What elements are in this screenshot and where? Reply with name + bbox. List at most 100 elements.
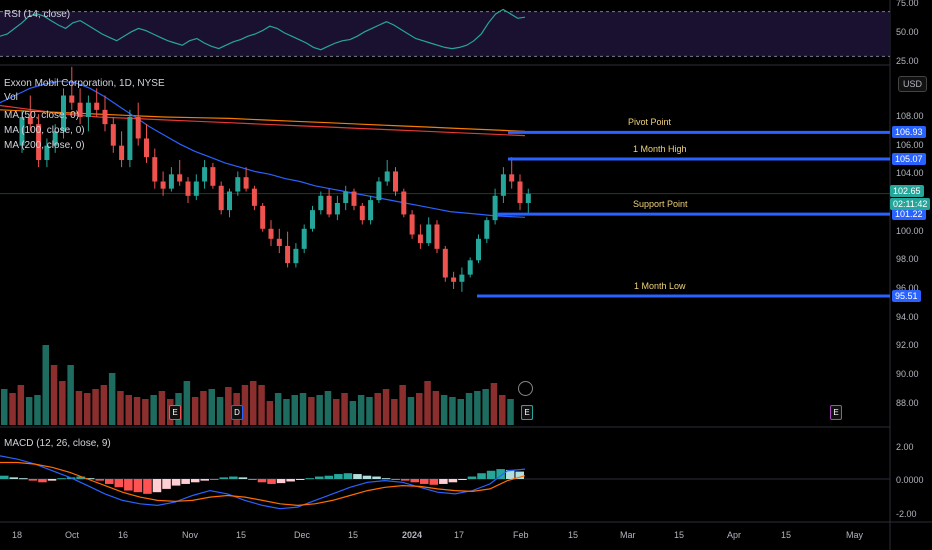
price-tick: 92.00 <box>896 340 919 351</box>
volume-bar <box>299 393 307 425</box>
macd-histogram-bar <box>76 476 85 479</box>
macd-histogram-bar <box>286 479 295 482</box>
time-tick: 16 <box>118 530 129 540</box>
legend-ma50[interactable]: MA (50, close, 0) <box>4 110 80 121</box>
candle-body <box>426 224 432 244</box>
rsi-tick-25: 25.00 <box>896 56 919 66</box>
time-tick: 15 <box>568 530 579 540</box>
volume-bar <box>474 391 481 425</box>
countdown-tag: 02:11:42 <box>890 198 931 210</box>
time-tick: Mar <box>620 530 636 540</box>
candle-body <box>268 228 274 239</box>
currency-button[interactable]: USD <box>898 76 928 92</box>
macd-histogram-bar <box>458 479 467 480</box>
macd-tick-2: 2.00 <box>896 442 914 452</box>
candle-body <box>467 260 473 275</box>
volume-bar <box>225 387 232 425</box>
candle-body <box>434 224 440 249</box>
legend-ma200[interactable]: MA (200, close, 0) <box>4 140 85 151</box>
macd-histogram-bar <box>486 470 496 479</box>
ma50-line <box>0 80 526 218</box>
volume-bar <box>125 395 132 425</box>
volume-bar <box>374 393 381 425</box>
volume-bar <box>399 385 406 425</box>
macd-histogram-bar <box>124 479 133 491</box>
macd-histogram-bar <box>315 476 324 479</box>
macd-histogram-bar <box>19 478 28 480</box>
candle-body <box>36 124 42 160</box>
macd-histogram-bar <box>496 469 505 479</box>
candle-body <box>484 220 490 239</box>
volume-bar <box>1 389 8 425</box>
time-tick: 17 <box>454 530 465 540</box>
volume-bar <box>183 381 191 425</box>
macd-histogram-bar <box>267 479 276 484</box>
level-price-tag: 95.51 <box>892 289 921 302</box>
level-price-tag: 101.22 <box>892 208 926 221</box>
macd-histogram-bar <box>238 477 248 479</box>
candle-body <box>417 234 423 244</box>
lightning-icon[interactable] <box>518 381 533 396</box>
candle-body <box>500 174 506 196</box>
rsi-tick-50: 50.00 <box>896 27 919 37</box>
candle-body <box>127 117 133 160</box>
legend-ma100[interactable]: MA (100, close, 0) <box>4 125 85 136</box>
legend-vol[interactable]: Vol <box>4 92 18 103</box>
candle-body <box>19 117 25 146</box>
candle-body <box>318 195 324 211</box>
candle-body <box>260 205 266 229</box>
macd-title: MACD (12, 26, close, 9) <box>4 438 111 449</box>
candle-body <box>185 181 191 196</box>
volume-bar <box>92 389 99 425</box>
macd-histogram-bar <box>505 469 515 479</box>
candle-body <box>326 195 332 215</box>
earnings-event-icon[interactable]: E <box>521 405 533 420</box>
price-tick: 96.00 <box>896 282 919 293</box>
rsi-line <box>0 8 526 51</box>
time-tick: 15 <box>348 530 359 540</box>
macd-histogram-bar <box>257 479 267 483</box>
macd-histogram-bar <box>276 479 286 484</box>
volume-bar <box>84 393 91 425</box>
macd-histogram-bar <box>381 478 391 480</box>
macd-histogram-bar <box>448 479 458 483</box>
earnings-event-icon[interactable]: E <box>169 405 181 420</box>
macd-histogram-bar <box>305 478 314 480</box>
earnings-event-icon[interactable]: D <box>231 405 243 420</box>
macd-histogram-bar <box>28 479 38 481</box>
macd-histogram-bar <box>334 474 343 479</box>
level-label: 1 Month High <box>633 143 687 154</box>
macd-histogram-bar <box>439 479 448 484</box>
rsi-tick-75: 75.00 <box>896 0 919 8</box>
candle-body <box>168 174 174 189</box>
candle-body <box>384 171 390 182</box>
last-price-tag: 102.65 <box>890 185 924 197</box>
price-tick: 108.00 <box>896 111 924 121</box>
volume-bar <box>366 397 373 425</box>
volume-bar <box>25 397 33 425</box>
time-tick: 15 <box>674 530 685 540</box>
price-tick: 90.00 <box>896 368 919 379</box>
volume-bar <box>490 383 498 425</box>
candle-body <box>218 185 224 211</box>
candle-body <box>459 274 465 282</box>
level-price-tag: 105.07 <box>892 152 926 165</box>
candle-body <box>61 95 66 132</box>
level-label: Pivot Point <box>628 117 672 128</box>
symbol-title[interactable]: Exxon Mobil Corporation, 1D, NYSE <box>4 78 165 89</box>
candle-body <box>227 191 232 211</box>
price-tick: 106.00 <box>896 139 924 150</box>
candle-body <box>393 171 398 192</box>
volume-bar <box>424 381 431 425</box>
volume-bar <box>432 391 440 425</box>
earnings-event-icon[interactable]: E <box>830 405 842 420</box>
macd-histogram-bar <box>85 478 95 480</box>
time-tick: Feb <box>513 530 529 540</box>
volume-bar <box>241 385 249 425</box>
candle-body <box>144 138 149 158</box>
candle-body <box>442 248 448 278</box>
candle-body <box>85 102 91 117</box>
macd-histogram-bar <box>477 473 486 479</box>
